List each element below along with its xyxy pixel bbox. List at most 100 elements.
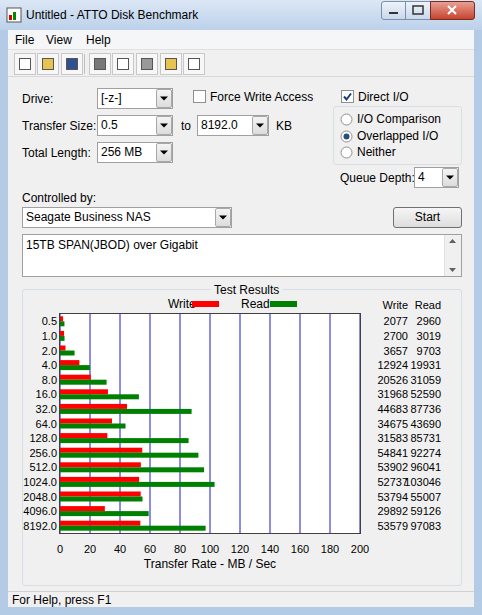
chart: 020406080100120140160180200Transfer Rate… <box>0 0 482 615</box>
value-cell: 34675 <box>377 418 408 430</box>
value-cell: 2700 <box>384 330 408 342</box>
tick-label: 200 <box>351 543 369 555</box>
menu-item[interactable]: View <box>46 33 72 47</box>
value-cell: 54841 <box>377 447 408 459</box>
io-mode-label[interactable]: I/O Comparison <box>357 112 441 126</box>
category-label: 16.0 <box>36 388 57 400</box>
value-cell: 96041 <box>410 461 441 473</box>
value-cell: 9703 <box>417 345 441 357</box>
icon-bar <box>13 12 16 20</box>
dropdown-arrow <box>442 168 458 187</box>
value-cell: 2960 <box>417 315 441 327</box>
category-label: 32.0 <box>36 403 57 415</box>
controlled-by-label: Controlled by: <box>22 191 96 205</box>
value-cell: 31583 <box>377 432 408 444</box>
category-label: 4.0 <box>42 359 57 371</box>
toolbar-icon <box>165 58 177 70</box>
bar <box>60 351 75 356</box>
toolbar-icon <box>117 58 129 70</box>
bar <box>60 511 149 516</box>
io-mode-radio <box>340 130 353 143</box>
column-header: Write <box>383 299 408 311</box>
grid-line <box>270 314 271 533</box>
io-mode-label[interactable]: Overlapped I/O <box>357 129 438 143</box>
radio-circle[interactable] <box>341 131 352 142</box>
bar <box>60 467 204 472</box>
transfer-from-select-text: 0.5 <box>101 118 118 132</box>
value-cell: 44683 <box>377 403 408 415</box>
plot-area <box>60 314 360 533</box>
grid-line <box>360 314 361 533</box>
io-mode-radio <box>340 113 353 126</box>
radio-circle[interactable] <box>341 147 352 158</box>
scroll-arrows <box>444 235 461 276</box>
column-header: Read <box>415 299 441 311</box>
description-text: 15TB SPAN(JBOD) over Gigabit <box>26 238 198 252</box>
toolbar-icon <box>42 58 54 70</box>
tick-label: 160 <box>291 543 309 555</box>
total-length-label: Total Length: <box>22 146 91 160</box>
value-cell: 55007 <box>410 491 441 503</box>
category-label: 128.0 <box>29 432 57 444</box>
value-cell: 97083 <box>410 520 441 532</box>
value-cell: 52590 <box>410 388 441 400</box>
bar <box>60 448 142 453</box>
force-write-label: Force Write Access <box>210 90 313 104</box>
value-cell: 53794 <box>377 491 408 503</box>
grid-line <box>90 314 91 533</box>
direct-io-label: Direct I/O <box>358 90 409 104</box>
minimize-button[interactable] <box>381 1 406 20</box>
arrow <box>446 176 454 180</box>
grid-line <box>240 314 241 533</box>
drive-label: Drive: <box>22 92 53 106</box>
menu-item[interactable]: File <box>15 33 34 47</box>
force-write-checkbox[interactable] <box>193 90 206 103</box>
queue-depth-select-text: 4 <box>418 170 425 184</box>
tick-label: 20 <box>84 543 96 555</box>
bar <box>60 365 90 370</box>
bar <box>60 497 143 502</box>
bar <box>60 346 65 351</box>
unit-label: KB <box>276 119 292 133</box>
icon-bar <box>9 15 12 20</box>
max-glyph <box>413 6 423 14</box>
dropdown-arrow <box>156 143 172 162</box>
value-cell: 52737 <box>377 476 408 488</box>
bar <box>60 526 206 531</box>
value-cell: 43690 <box>410 418 441 430</box>
toolbar-icon <box>188 58 200 70</box>
grid-line <box>180 314 181 533</box>
menu-item[interactable]: Help <box>86 33 111 47</box>
plot-frame <box>60 314 361 534</box>
value-cell: 92274 <box>410 447 441 459</box>
value-cell: 20526 <box>377 374 408 386</box>
bar <box>60 453 198 458</box>
bar <box>60 389 108 394</box>
grid-line <box>120 314 121 533</box>
check <box>344 94 351 100</box>
check-mark <box>341 90 354 103</box>
toolbar-icon <box>94 58 106 70</box>
bar <box>60 482 215 487</box>
app-icon <box>6 7 22 23</box>
legend-label: Read <box>241 297 270 311</box>
io-mode-label[interactable]: Neither <box>357 145 396 159</box>
radio-circle[interactable] <box>341 114 352 125</box>
value-cell: 2077 <box>384 315 408 327</box>
category-label: 256.0 <box>29 447 57 459</box>
chart-title: Test Results <box>211 283 282 297</box>
scroll-down <box>449 268 456 272</box>
grid-line <box>60 314 61 533</box>
results-group <box>22 289 462 586</box>
bar <box>60 424 126 429</box>
category-label: 64.0 <box>36 418 57 430</box>
start-label[interactable]: Start <box>393 210 462 224</box>
category-label: 2.0 <box>42 345 57 357</box>
bar <box>60 404 127 409</box>
grid-line <box>210 314 211 533</box>
bar <box>60 492 141 497</box>
dropdown-arrow <box>156 89 172 108</box>
maximize-button[interactable] <box>405 1 431 20</box>
toolbar-separator <box>84 54 85 74</box>
category-label: 8192.0 <box>23 520 57 532</box>
